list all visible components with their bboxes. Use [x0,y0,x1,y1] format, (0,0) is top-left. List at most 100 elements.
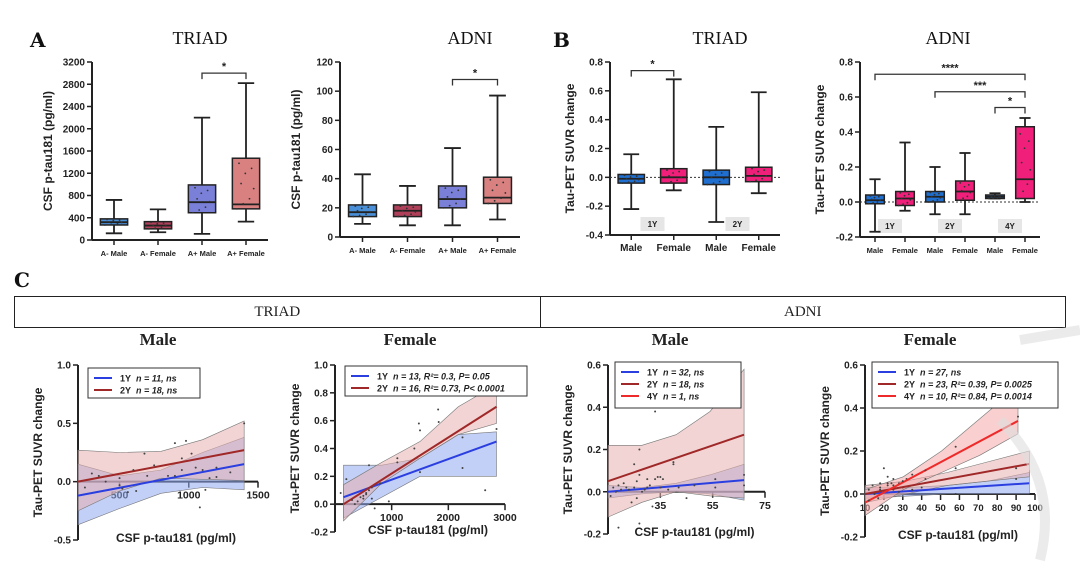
y-tick-label: 0.0 [844,490,858,501]
y-tick-label: 1600 [63,147,86,158]
y-tick-label: -0.2 [836,233,854,244]
data-point [718,180,721,183]
data-point [192,211,194,214]
data-point [708,170,711,173]
box [659,167,688,184]
legend-stats: n = 18, ns [663,380,704,390]
data-point [873,196,876,199]
data-point [405,207,408,210]
y-tick-label: -0.2 [584,530,602,541]
legend-box [87,367,201,399]
data-point [957,199,960,202]
data-point [676,179,679,182]
data-point [399,205,402,207]
y-tick-label: 0.2 [844,447,858,458]
regression-line-2y [607,433,745,483]
data-point [370,497,373,500]
group-label: 2Y [945,222,955,231]
significance-bracket [934,91,1026,98]
data-point [654,478,657,481]
data-point [879,486,882,489]
data-point [643,488,646,491]
data-point [356,500,359,503]
data-point [720,172,723,174]
data-point [963,185,966,188]
y-tick-label: 3200 [63,58,86,69]
data-point [194,186,196,189]
y-tick-label: 0.2 [589,144,603,155]
data-point [954,467,957,470]
legend-label: 1Y [647,368,658,378]
chart-title-a-triad: TRIAD [172,28,228,48]
data-point [152,224,155,227]
x-tick-label: A- Male [101,249,128,258]
data-point [1017,415,1019,418]
data-point [633,486,636,489]
data-point [886,484,889,487]
panel-letter-a: A [30,28,46,52]
data-point [206,189,209,192]
y-tick-label: 0.4 [587,403,601,414]
data-point [892,484,895,487]
x-tick-label: Female [742,243,777,254]
group-label: 4Y [1005,222,1015,231]
data-point [743,473,746,476]
data-point [153,464,156,467]
data-point [870,198,873,201]
y-tick-label: 0 [79,236,85,247]
y-tick-label: 2000 [63,124,86,135]
x-tick-label: 70 [973,503,984,514]
x-tick-label: Female [892,246,918,255]
data-point [672,463,675,466]
box [1014,126,1036,200]
y-tick-label: 0.0 [839,198,853,209]
data-point [437,408,440,411]
data-point [446,195,449,198]
data-point [154,227,157,230]
legend-label: 1Y [377,372,388,382]
data-point [924,469,927,472]
cohort-header-adni: ADNI [539,297,1066,327]
data-point [886,482,889,485]
data-point [108,221,111,223]
x-tick-label: 90 [1011,503,1022,514]
y-tick-label: -0.2 [311,528,329,539]
x-tick-label: A+ Male [438,246,467,255]
legend: 1Y n = 13, R²= 0.3, P= 0.05 2Y n = 16, R²= … [344,365,528,397]
data-point [661,478,664,481]
data-point [997,194,1000,197]
data-point [897,204,900,207]
significance-label: *** [974,80,988,92]
data-point [637,178,640,181]
chart-c-triad-female: -0.2 0.0 0.2 0.4 0.6 0.8 1.0 Tau-PET SUVR chang… [288,361,528,539]
data-point [135,490,138,492]
data-point [902,203,904,206]
data-point [672,172,674,174]
data-point [879,488,882,491]
x-tick-label: 20 [879,503,890,514]
y-tick-label: 1.0 [57,361,71,372]
group-label-bg [878,219,902,233]
data-point [143,452,146,455]
data-point [118,219,121,221]
data-point [937,192,940,195]
data-point [215,476,218,478]
significance-bracket [201,72,247,80]
data-point [104,224,106,226]
confidence-band-2y [343,383,497,522]
data-point [450,191,453,194]
data-point [685,497,688,500]
data-point [757,170,759,173]
data-point [623,174,626,177]
y-tick-label: 60 [322,145,334,156]
data-point [351,498,353,501]
y-tick-label: 0.5 [57,419,71,430]
data-point [455,202,457,205]
y-axis-label: Tau-PET SUVR change [818,386,832,516]
data-point [763,169,766,172]
data-point [635,480,638,483]
x-tick-label: 60 [954,503,965,514]
x-tick-label: A+ Male [188,249,217,258]
x-tick-label: Male [867,246,884,255]
